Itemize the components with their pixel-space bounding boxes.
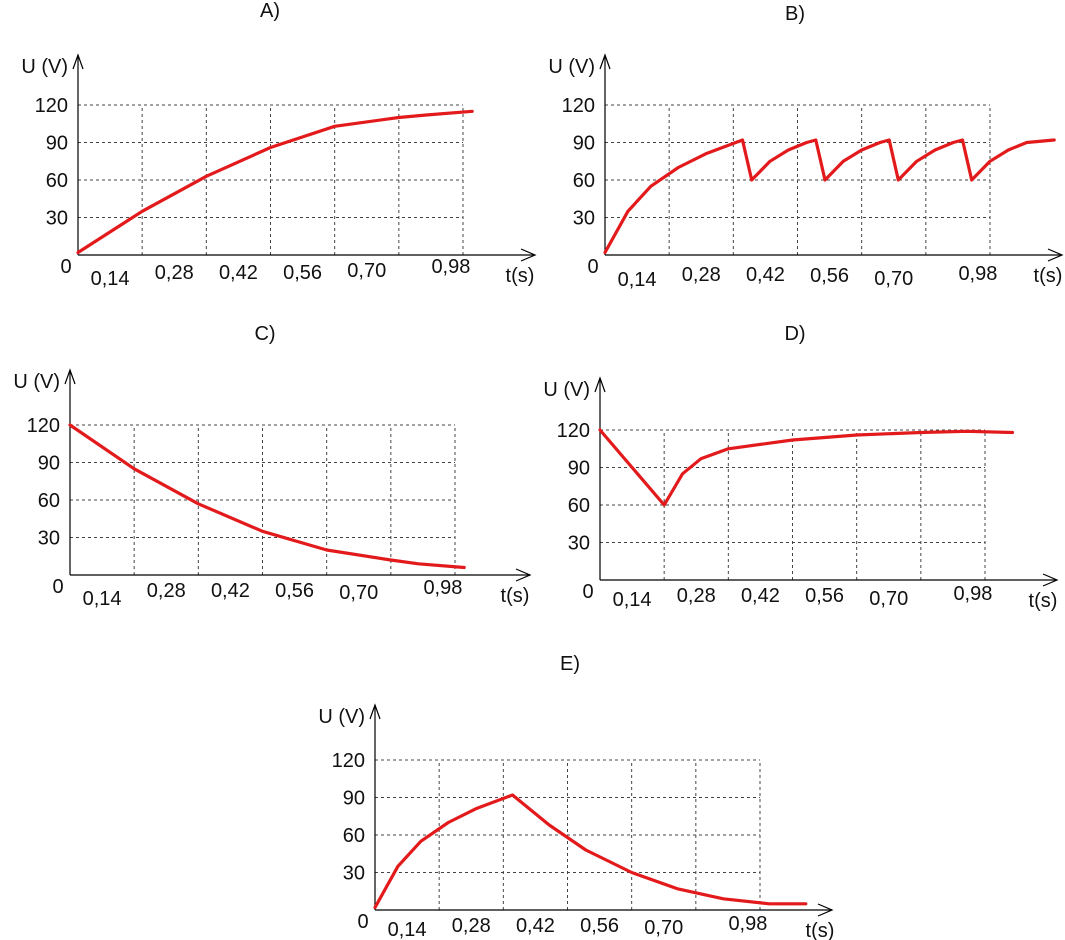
voltage-curve — [68, 423, 466, 570]
x-tick-label: 0,98 — [728, 913, 767, 935]
y-tick-label: 30 — [573, 208, 595, 230]
y-axis-arrow — [599, 53, 611, 70]
voltage-curve — [598, 428, 1015, 507]
x-tick-label: 0,28 — [677, 585, 716, 607]
y-axis-label: U (V) — [13, 371, 60, 393]
y-axis-arrow — [72, 53, 84, 70]
x-tick-label: 0,98 — [958, 263, 997, 285]
y-tick-label: 120 — [562, 95, 595, 117]
x-tick-label: 0,28 — [147, 580, 186, 602]
x-tick-label: 0,56 — [810, 265, 849, 287]
y-tick-label: 90 — [573, 133, 595, 155]
x-tick-label: 0,98 — [953, 583, 992, 605]
y-tick-label: 90 — [343, 788, 365, 810]
y-tick-label: 30 — [38, 528, 60, 550]
origin-label: 0 — [582, 581, 593, 603]
y-tick-label: 120 — [557, 420, 590, 442]
chart-title: B) — [785, 3, 805, 25]
origin-label: 0 — [52, 576, 63, 598]
x-tick-label: 0,56 — [275, 580, 314, 602]
y-tick-label: 60 — [343, 825, 365, 847]
y-axis-arrow — [369, 703, 381, 720]
x-tick-label: 0,42 — [746, 264, 785, 286]
y-tick-label: 30 — [46, 208, 68, 230]
y-tick-label: 60 — [46, 170, 68, 192]
x-axis-label: t(s) — [506, 265, 535, 287]
chart-title: E) — [560, 653, 580, 675]
origin-label: 0 — [587, 256, 598, 278]
y-axis-label: U (V) — [543, 379, 590, 401]
origin-label: 0 — [60, 256, 71, 278]
x-tick-label: 0,14 — [613, 589, 652, 611]
x-tick-label: 0,56 — [580, 915, 619, 937]
x-tick-label: 0,70 — [644, 917, 683, 939]
x-axis-label: t(s) — [1029, 590, 1058, 612]
x-axis-arrow — [817, 903, 834, 917]
x-tick-label: 0,70 — [339, 582, 378, 604]
y-tick-label: 60 — [568, 495, 590, 517]
x-tick-label: 0,42 — [516, 915, 555, 937]
x-tick-label: 0,14 — [83, 588, 122, 610]
x-tick-label: 0,56 — [805, 585, 844, 607]
y-tick-label: 90 — [46, 133, 68, 155]
x-tick-label: 0,42 — [211, 580, 250, 602]
y-axis-arrow — [594, 376, 606, 393]
x-tick-label: 0,42 — [741, 585, 780, 607]
chart-title: A) — [260, 0, 280, 22]
x-tick-label: 0,28 — [155, 262, 194, 284]
x-tick-label: 0,28 — [452, 915, 491, 937]
y-tick-label: 120 — [27, 415, 60, 437]
x-tick-label: 0,70 — [874, 268, 913, 290]
y-tick-label: 90 — [38, 453, 60, 475]
x-tick-label: 0,98 — [431, 256, 470, 278]
x-axis-label: t(s) — [806, 920, 835, 940]
x-axis-arrow — [1042, 573, 1059, 587]
y-axis-label: U (V) — [21, 56, 68, 78]
y-tick-label: 30 — [343, 863, 365, 885]
chart-title: D) — [784, 323, 805, 345]
x-tick-label: 0,28 — [682, 264, 721, 286]
x-tick-label: 0,42 — [219, 262, 258, 284]
voltage-curve — [603, 138, 1056, 255]
x-tick-label: 0,14 — [91, 268, 130, 290]
y-tick-label: 120 — [332, 750, 365, 772]
x-axis-arrow — [515, 568, 532, 582]
y-tick-label: 90 — [568, 458, 590, 480]
x-axis-arrow — [1047, 248, 1064, 262]
x-tick-label: 0,70 — [869, 588, 908, 610]
y-tick-label: 120 — [35, 95, 68, 117]
y-tick-label: 60 — [573, 170, 595, 192]
x-tick-label: 0,98 — [423, 577, 462, 599]
origin-label: 0 — [357, 911, 368, 933]
x-tick-label: 0,56 — [283, 262, 322, 284]
voltage-curve — [373, 793, 808, 910]
chart-title: C) — [254, 323, 275, 345]
x-tick-label: 0,70 — [347, 260, 386, 282]
x-tick-label: 0,14 — [388, 919, 427, 940]
x-axis-label: t(s) — [501, 585, 530, 607]
x-axis-label: t(s) — [1034, 265, 1063, 287]
y-axis-label: U (V) — [548, 56, 595, 78]
voltage-curve — [76, 109, 474, 255]
y-axis-arrow — [64, 368, 76, 385]
x-axis-arrow — [520, 248, 537, 262]
y-axis-label: U (V) — [318, 706, 365, 728]
y-tick-label: 30 — [568, 533, 590, 555]
x-tick-label: 0,14 — [618, 269, 657, 291]
y-tick-label: 60 — [38, 490, 60, 512]
